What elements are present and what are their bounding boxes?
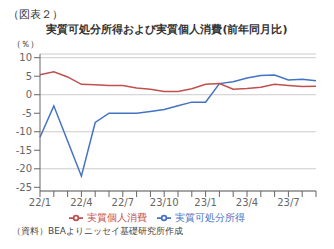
svg-text:22/7: 22/7 bbox=[112, 197, 134, 208]
svg-text:-20: -20 bbox=[16, 163, 32, 174]
svg-text:-10: -10 bbox=[16, 126, 32, 137]
html-text:実質可処分所得および実質個人消費(前年同月比): 実質可処分所得および実質個人消費(前年同月比) bbox=[46, 23, 288, 36]
svg-text:-5: -5 bbox=[22, 108, 32, 119]
svg-text:22/4: 22/4 bbox=[70, 197, 92, 208]
svg-text:22/1: 22/1 bbox=[29, 197, 51, 208]
svg-text:23/4: 23/4 bbox=[236, 197, 258, 208]
svg-text:23/7: 23/7 bbox=[277, 197, 299, 208]
svg-text:23/10: 23/10 bbox=[150, 197, 179, 208]
svg-text:0: 0 bbox=[26, 89, 32, 100]
html-text:（資料）BEAよりニッセイ基礎研究所作成: （資料）BEAよりニッセイ基礎研究所作成 bbox=[12, 226, 183, 236]
html-text:実質可処分所得: 実質可処分所得 bbox=[175, 212, 245, 223]
svg-text:-15: -15 bbox=[16, 145, 32, 156]
svg-text:23/1: 23/1 bbox=[194, 197, 216, 208]
html-text:（図表２）: （図表２） bbox=[8, 8, 63, 21]
html-text:実質個人消費: 実質個人消費 bbox=[87, 212, 147, 223]
svg-text:5: 5 bbox=[26, 71, 32, 82]
svg-text:10: 10 bbox=[19, 52, 32, 63]
svg-text:-25: -25 bbox=[16, 182, 32, 193]
